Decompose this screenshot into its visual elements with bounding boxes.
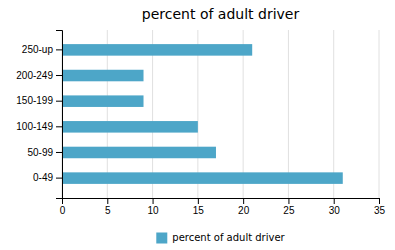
axis-line (56, 31, 63, 199)
bar (62, 44, 252, 56)
tick: 250-up (22, 44, 62, 55)
tick-mark (56, 49, 62, 50)
bars (62, 44, 343, 184)
tick: 0-49 (33, 172, 62, 183)
y-axis: 0-49 50-99 100-149 150-199 200-249 250-up (16, 31, 62, 199)
tick: 15 (193, 198, 205, 216)
legend-label: percent of adult driver (172, 232, 285, 243)
tick-label: 100-149 (16, 121, 53, 132)
tick-label: 0-49 (33, 172, 53, 183)
tick-mark (56, 75, 62, 76)
bar (62, 172, 343, 184)
tick: 30 (329, 198, 341, 216)
tick-mark (56, 101, 62, 102)
tick-label: 20 (238, 205, 250, 216)
tick: 10 (148, 198, 160, 216)
plot: 0 5 10 15 20 25 30 35 0-49 50-99 100-149 150-199 200… (16, 30, 385, 216)
tick-label: 30 (329, 205, 341, 216)
tick-mark (243, 198, 244, 204)
tick-mark (107, 198, 108, 204)
tick-label: 10 (148, 205, 160, 216)
tick-mark (198, 198, 199, 204)
tick-label: 15 (193, 205, 205, 216)
tick-label: 250-up (22, 44, 54, 55)
tick-label: 0 (60, 205, 66, 216)
tick-label: 25 (283, 205, 295, 216)
tick-mark (153, 198, 154, 204)
legend-swatch (156, 233, 167, 244)
tick-label: 200-249 (16, 70, 53, 81)
tick: 200-249 (16, 70, 62, 81)
tick: 50-99 (27, 147, 62, 158)
tick-label: 150-199 (16, 95, 53, 106)
title: percent of adult driver (142, 6, 300, 22)
axis-line (63, 199, 380, 205)
bar (62, 70, 144, 82)
tick: 100-149 (16, 121, 62, 132)
tick: 25 (283, 198, 295, 216)
bar (62, 95, 144, 107)
grid-line (379, 30, 380, 198)
tick-mark (334, 198, 335, 204)
grid (62, 30, 379, 198)
tick-mark (288, 198, 289, 204)
tick: 35 (374, 198, 386, 216)
tick-mark (56, 178, 62, 179)
tick-label: 50-99 (27, 147, 53, 158)
tick-mark (379, 198, 380, 204)
tick-label: 35 (374, 205, 386, 216)
legend: percent of adult driver (156, 232, 285, 244)
chart: 0 5 10 15 20 25 30 35 0-49 50-99 100-149 150-199 200… (0, 0, 395, 250)
tick-mark (56, 152, 62, 153)
tick: 150-199 (16, 95, 62, 106)
tick: 20 (238, 198, 250, 216)
tick: 5 (105, 198, 111, 216)
bar (62, 121, 198, 133)
bar (62, 147, 216, 159)
tick-mark (56, 126, 62, 127)
tick: 0 (60, 198, 66, 216)
x-axis: 0 5 10 15 20 25 30 35 (60, 198, 386, 216)
tick-label: 5 (105, 205, 111, 216)
